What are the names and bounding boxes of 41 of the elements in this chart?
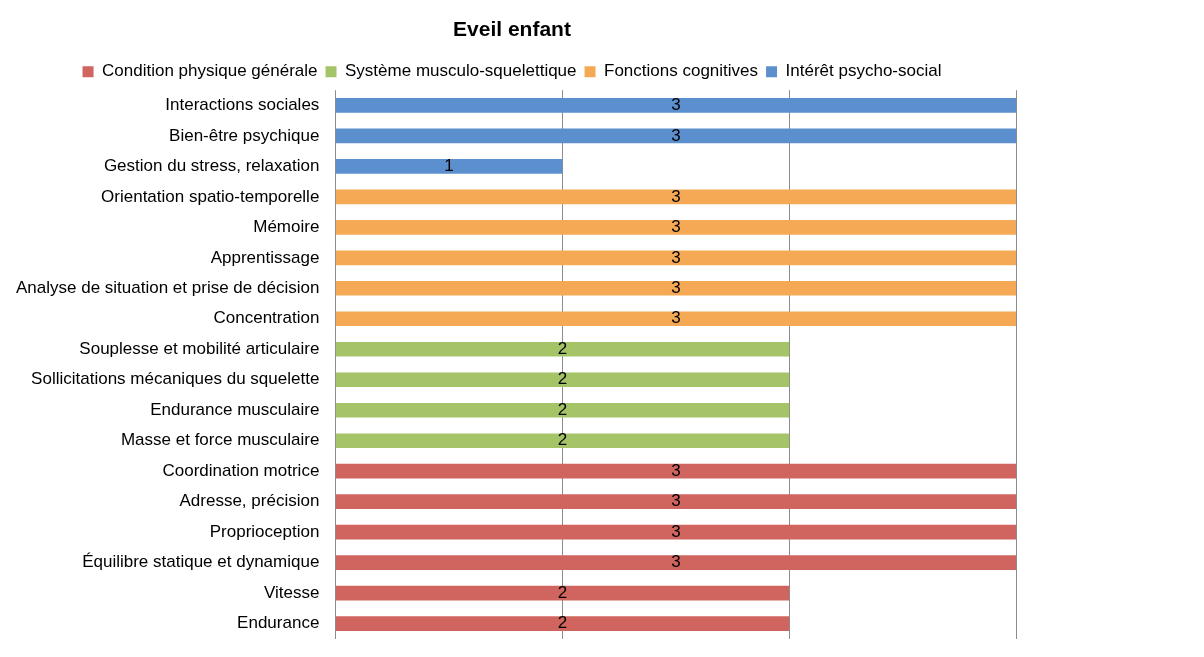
y-tick-label: Vitesse	[263, 582, 320, 602]
y-tick-label: Bien-être psychique	[169, 125, 320, 145]
data-label: 2	[557, 430, 568, 450]
y-tick-label: Analyse de situation et prise de décision	[15, 277, 320, 297]
legend-label: Intérêt psycho-social	[785, 61, 942, 81]
y-tick-label: Adresse, précision	[179, 491, 320, 511]
y-tick-label: Endurance	[237, 613, 320, 633]
data-label: 2	[557, 582, 568, 602]
data-label: 2	[557, 369, 568, 389]
y-tick-label: Endurance musculaire	[150, 399, 320, 419]
y-tick-label: Gestion du stress, relaxation	[103, 156, 320, 176]
legend-label: Condition physique générale	[102, 61, 318, 81]
data-label: 3	[671, 521, 681, 541]
data-label: 2	[557, 338, 568, 358]
y-tick-label: Masse et force musculaire	[120, 430, 320, 450]
y-tick-label: Interactions sociales	[165, 95, 320, 115]
y-tick-label: Concentration	[213, 308, 320, 328]
data-label: 2	[557, 399, 568, 419]
y-tick-label: Équilibre statique et dynamique	[82, 552, 320, 572]
data-label: 3	[671, 308, 681, 328]
y-tick-label: Mémoire	[253, 217, 320, 237]
y-tick-label: Coordination motrice	[162, 460, 320, 480]
data-label: 3	[671, 552, 681, 572]
y-tick-label: Sollicitations mécaniques du squelette	[31, 369, 320, 389]
data-label: 3	[671, 186, 681, 206]
y-tick-label: Proprioception	[209, 521, 320, 541]
chart-title: Eveil enfant	[453, 17, 571, 41]
data-label: 3	[671, 491, 681, 511]
data-label: 3	[671, 125, 681, 145]
y-tick-label: Apprentissage	[210, 247, 320, 267]
data-label: 3	[671, 95, 681, 115]
y-tick-label: Orientation spatio-temporelle	[101, 186, 320, 206]
data-label: 1	[444, 156, 454, 176]
legend-label: Système musculo-squelettique	[345, 61, 577, 81]
legend-label: Fonctions cognitives	[604, 61, 759, 81]
data-label: 3	[671, 247, 681, 267]
data-label: 2	[557, 613, 568, 633]
data-label: 3	[671, 460, 681, 480]
data-label: 3	[671, 277, 681, 297]
data-label: 3	[671, 217, 681, 237]
y-tick-label: Souplesse et mobilité articulaire	[79, 338, 320, 358]
